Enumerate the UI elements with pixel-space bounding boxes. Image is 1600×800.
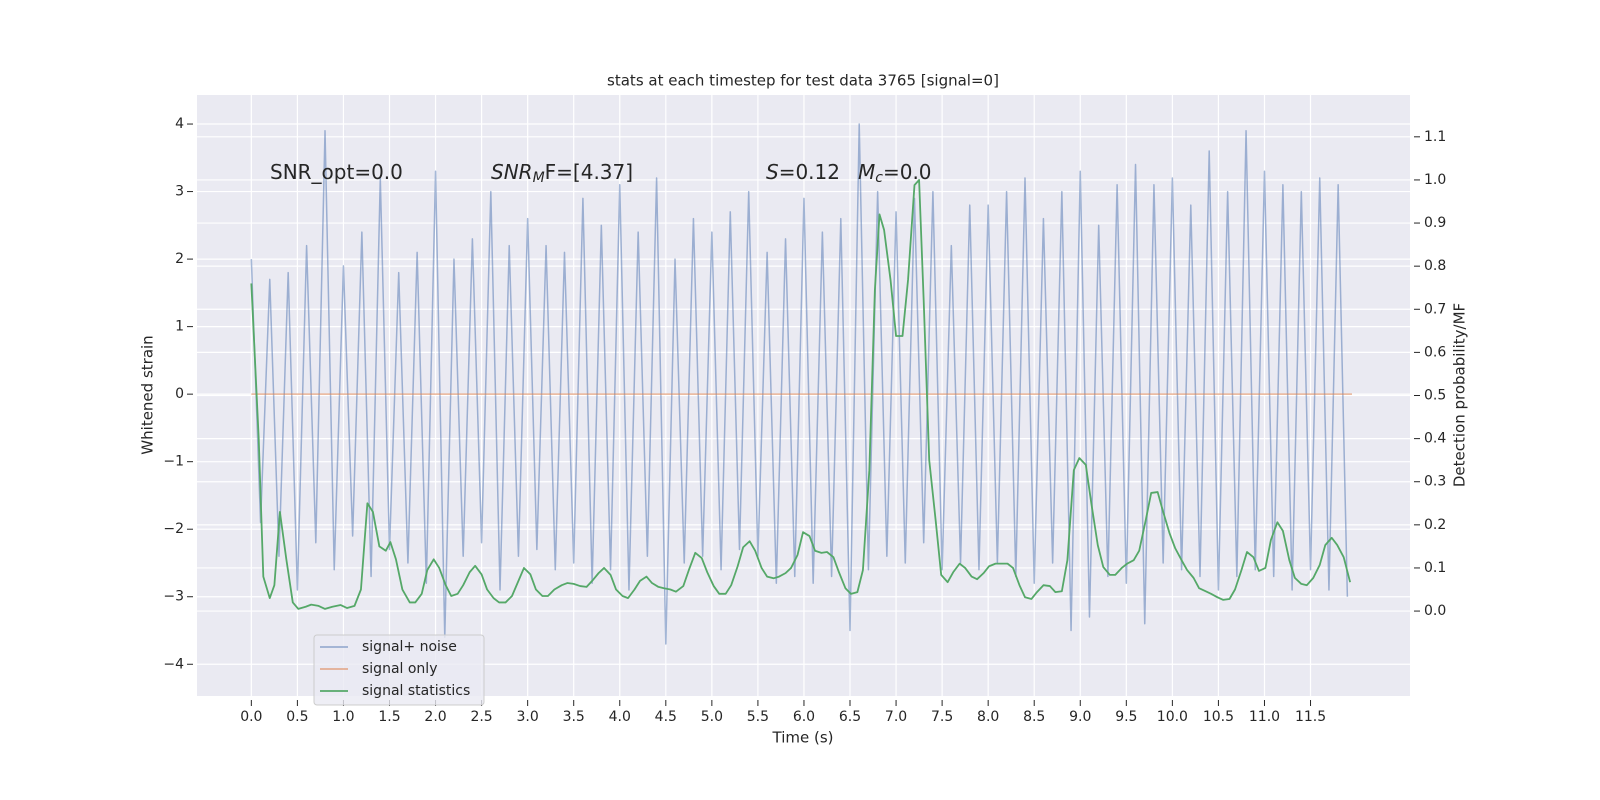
- y2-tick-label: 0.5: [1424, 388, 1446, 404]
- x-tick-label: 2.0: [424, 709, 446, 725]
- annotation: Mc=0.0: [858, 160, 932, 187]
- y2-tick-label: 0.8: [1424, 258, 1446, 274]
- x-tick-label: 7.5: [931, 709, 953, 725]
- labels: 0.0 0.5 1.0 1.5 2.0 2.5 3.0 3.5 4.0 4.5 5.0 5.5 6.0 6…: [163, 116, 1446, 725]
- x-tick-label: 4.0: [609, 709, 631, 725]
- legend-label: signal+ noise: [362, 639, 457, 655]
- annotation-base: M: [858, 160, 875, 184]
- y2-axis-label: Detection probability/MF: [1451, 303, 1469, 487]
- x-tick-label: 9.0: [1069, 709, 1091, 725]
- x-tick-label: 0.0: [240, 709, 262, 725]
- x-tick-label: 11.0: [1249, 709, 1280, 725]
- x-tick-label: 1.0: [332, 709, 354, 725]
- x-tick-label: 10.5: [1203, 709, 1234, 725]
- y-axis-label: Whitened strain: [139, 335, 157, 454]
- y2-tick-label: 0.2: [1424, 517, 1446, 533]
- x-tick-label: 6.5: [839, 709, 861, 725]
- x-tick-label: 8.0: [977, 709, 999, 725]
- legend-label: signal only: [362, 661, 437, 677]
- x-tick-label: 4.5: [655, 709, 677, 725]
- x-tick-label: 2.5: [470, 709, 492, 725]
- y2-tick-label: 0.6: [1424, 344, 1446, 360]
- annotation-base: SNR: [491, 160, 533, 184]
- x-tick-label: 10.0: [1157, 709, 1188, 725]
- y2-tick-label: 0.9: [1424, 215, 1446, 231]
- annotation: SNRMF=[4.37]: [491, 160, 633, 187]
- x-tick-label: 11.5: [1295, 709, 1326, 725]
- x-tick-label: 9.5: [1115, 709, 1137, 725]
- y2-tick-label: 0.1: [1424, 560, 1446, 576]
- y2-tick-label: 1.0: [1424, 172, 1446, 188]
- x-tick-label: 7.0: [885, 709, 907, 725]
- y-tick-label: 4: [175, 116, 184, 132]
- series-line: [250, 179, 1352, 610]
- chart-title: stats at each timestep for test data 376…: [607, 72, 999, 90]
- y-tick-label: −1: [163, 454, 184, 470]
- x-tick-label: 0.5: [286, 709, 308, 725]
- annotation-tail: =0.0: [883, 160, 932, 184]
- annotation-base: SNR_opt=0.0: [270, 160, 403, 184]
- y-tick-label: −2: [163, 521, 184, 537]
- annotation-sub: c: [875, 170, 883, 186]
- legend-box: [313, 634, 485, 706]
- y2-tick-label: 0.0: [1424, 603, 1446, 619]
- x-tick-label: 5.5: [747, 709, 769, 725]
- x-axis-label: Time (s): [772, 729, 834, 747]
- annotation: SNR_opt=0.0: [270, 160, 403, 184]
- annotation-tail: =0.12: [779, 160, 840, 184]
- marks: [250, 123, 1352, 645]
- legend-label: signal statistics: [362, 683, 470, 699]
- y-tick-label: 2: [175, 251, 184, 267]
- y2-tick-label: 0.7: [1424, 301, 1446, 317]
- annotation-tail: F=[4.37]: [545, 160, 633, 184]
- y-tick-label: −4: [163, 656, 184, 672]
- x-tick-label: 8.5: [1023, 709, 1045, 725]
- x-tick-label: 1.5: [378, 709, 400, 725]
- x-tick-label: 3.5: [563, 709, 585, 725]
- x-tick-label: 6.0: [793, 709, 815, 725]
- annotation: S=0.12: [766, 160, 840, 184]
- y2-tick-label: 0.3: [1424, 474, 1446, 490]
- y2-tick-label: 1.1: [1424, 129, 1446, 145]
- annotation-base: S: [766, 160, 779, 184]
- y-tick-label: 0: [175, 386, 184, 402]
- x-tick-label: 5.0: [701, 709, 723, 725]
- series-line: [250, 123, 1349, 645]
- y-tick-label: 1: [175, 319, 184, 335]
- annotation-sub: M: [533, 170, 545, 186]
- y-tick-label: 3: [175, 184, 184, 200]
- y-tick-label: −3: [163, 589, 184, 605]
- y2-tick-label: 0.4: [1424, 431, 1446, 447]
- x-tick-label: 3.0: [517, 709, 539, 725]
